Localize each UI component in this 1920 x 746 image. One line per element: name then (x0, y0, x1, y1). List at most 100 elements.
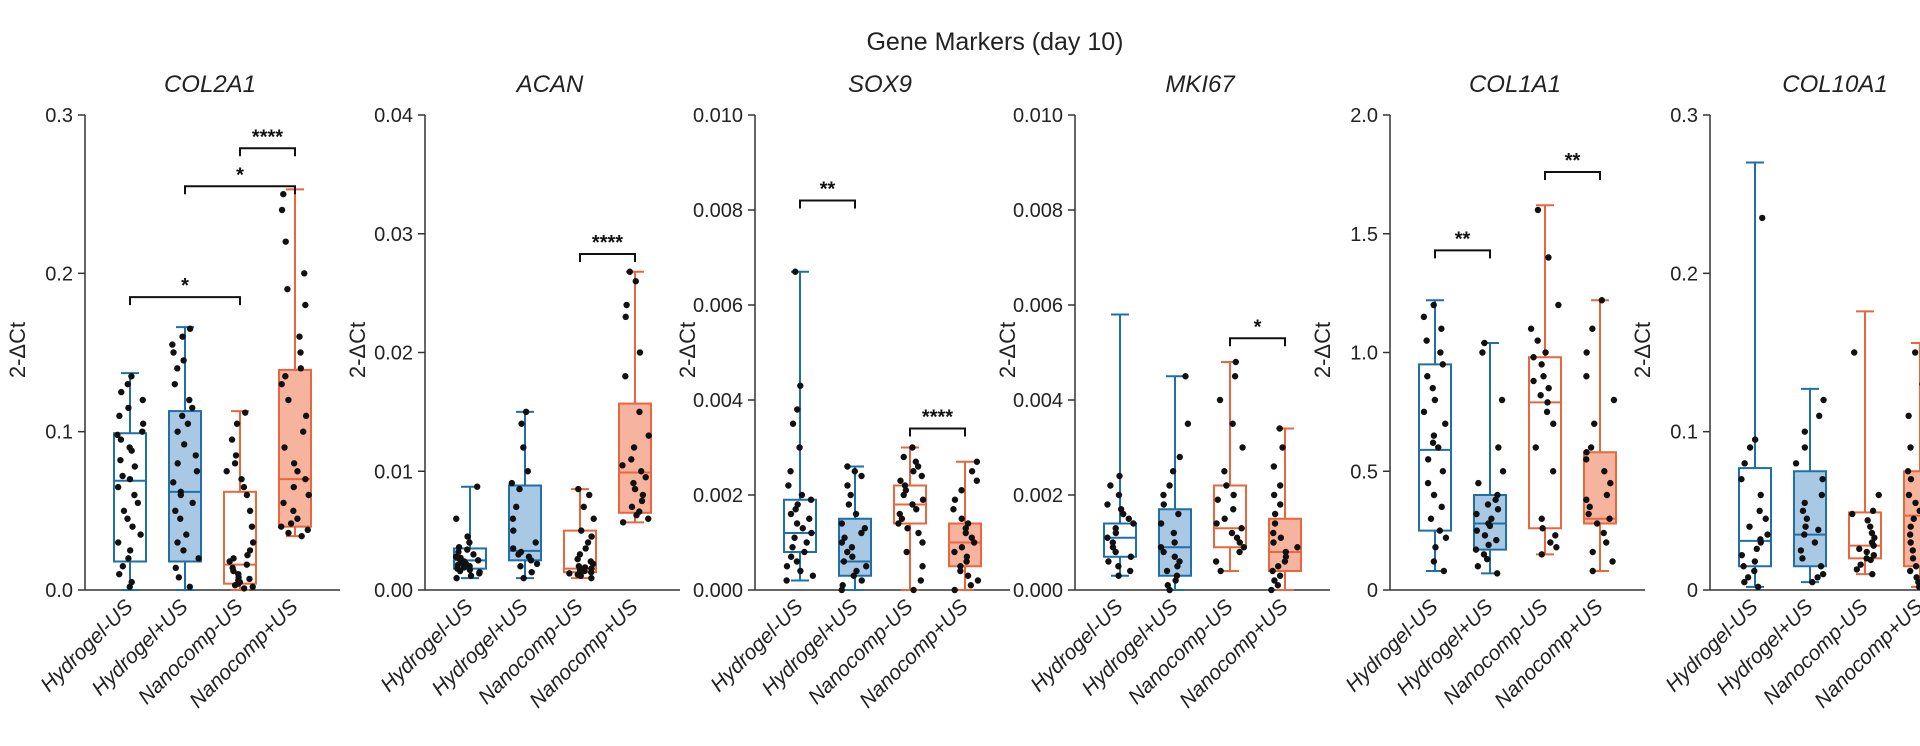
data-point (639, 491, 647, 499)
data-point (189, 404, 196, 412)
data-point (1171, 539, 1178, 546)
data-point (1906, 531, 1914, 538)
box-hydrogel-us (783, 268, 817, 584)
data-point (1277, 501, 1284, 508)
data-point (249, 539, 257, 546)
data-point (796, 444, 803, 451)
data-point (839, 582, 846, 589)
data-point (1279, 444, 1286, 451)
data-point (246, 547, 254, 554)
data-point (172, 564, 179, 572)
data-point (1431, 396, 1439, 404)
data-point (958, 544, 966, 551)
data-point (1164, 582, 1171, 589)
data-point (797, 567, 804, 575)
significance-label: ** (1565, 150, 1581, 172)
data-point (1539, 525, 1546, 532)
data-point (1906, 567, 1914, 575)
data-point (246, 507, 254, 515)
data-point (919, 563, 926, 570)
data-point (1475, 479, 1482, 487)
data-point (1532, 444, 1539, 451)
data-point (1905, 491, 1913, 499)
data-point (117, 456, 124, 464)
data-point (1603, 491, 1611, 499)
y-tick-label: 0 (1687, 580, 1698, 602)
significance-label: **** (252, 126, 283, 148)
data-point (1907, 523, 1914, 530)
data-point (1607, 479, 1614, 487)
data-point (895, 520, 902, 527)
box-nanocomp-us (1583, 297, 1618, 575)
data-point (278, 206, 286, 214)
data-point (282, 238, 289, 245)
data-point (1589, 567, 1596, 575)
data-point (1116, 472, 1123, 480)
y-tick-label: 0.000 (1013, 580, 1063, 602)
data-point (296, 333, 303, 340)
data-point (170, 349, 177, 356)
data-point (642, 473, 649, 481)
significance-label: * (181, 275, 189, 297)
data-point (128, 373, 135, 380)
data-point (915, 529, 922, 537)
significance-label: * (236, 164, 244, 186)
data-point (509, 515, 517, 522)
data-point (473, 483, 481, 490)
data-point (844, 548, 851, 556)
data-point (1274, 563, 1282, 570)
data-point (1817, 563, 1825, 570)
data-point (189, 499, 196, 507)
data-point (298, 532, 305, 540)
y-tick-label: 0.002 (1013, 485, 1063, 507)
data-point (912, 458, 920, 465)
data-point (1801, 499, 1808, 507)
data-point (180, 357, 187, 364)
data-point (137, 531, 144, 538)
y-tick-label: 0.006 (693, 295, 743, 317)
data-point (532, 539, 539, 546)
data-point (1115, 563, 1122, 570)
data-point (467, 572, 475, 579)
data-point (1540, 373, 1547, 380)
data-point (1585, 510, 1592, 518)
data-point (789, 544, 796, 551)
data-point (787, 553, 795, 560)
data-point (919, 496, 927, 503)
data-point (1270, 491, 1278, 499)
box-hydrogel-us (838, 463, 872, 594)
data-point (1741, 460, 1748, 467)
data-point (974, 577, 982, 584)
panel-col10a1: COL10A12-ΔCt00.10.20.3Hydrogel-USHydroge… (1630, 71, 1920, 713)
data-point (1104, 534, 1111, 541)
data-point (128, 578, 135, 586)
data-point (1236, 539, 1243, 546)
data-point (124, 515, 131, 522)
data-point (1238, 525, 1245, 532)
data-point (281, 444, 288, 451)
data-point (1610, 396, 1618, 404)
data-point (973, 458, 981, 465)
data-point (285, 396, 292, 404)
y-tick-label: 0.0 (45, 580, 73, 602)
data-point (1589, 325, 1596, 332)
data-point (1537, 392, 1544, 399)
data-point (232, 452, 240, 459)
data-point (584, 539, 592, 546)
panel-col1a1: COL1A12-ΔCt00.51.01.52.0Hydrogel-USHydro… (1310, 71, 1645, 713)
data-point (1473, 527, 1481, 534)
data-point (290, 483, 297, 491)
data-point (455, 544, 463, 551)
data-point (223, 468, 230, 475)
data-point (1916, 507, 1920, 515)
box-nanocomp-us (277, 188, 312, 540)
box-rect (1528, 356, 1562, 530)
data-point (179, 333, 186, 340)
data-point (1601, 468, 1608, 475)
data-point (849, 553, 856, 560)
data-point (844, 482, 851, 489)
data-point (1239, 444, 1246, 451)
data-point (118, 388, 125, 396)
data-point (845, 501, 853, 508)
y-tick-label: 0.1 (1670, 422, 1698, 444)
